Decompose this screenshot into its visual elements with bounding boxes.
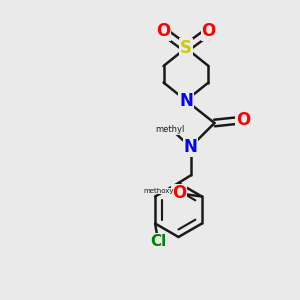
Text: O: O (156, 22, 171, 40)
Text: O: O (236, 111, 250, 129)
Text: O: O (201, 22, 216, 40)
Text: N: N (184, 138, 197, 156)
Text: methyl: methyl (155, 125, 184, 134)
Text: Cl: Cl (150, 234, 166, 249)
Text: S: S (180, 39, 192, 57)
Text: N: N (179, 92, 193, 110)
Text: methoxy: methoxy (143, 188, 174, 194)
Text: O: O (172, 184, 187, 202)
